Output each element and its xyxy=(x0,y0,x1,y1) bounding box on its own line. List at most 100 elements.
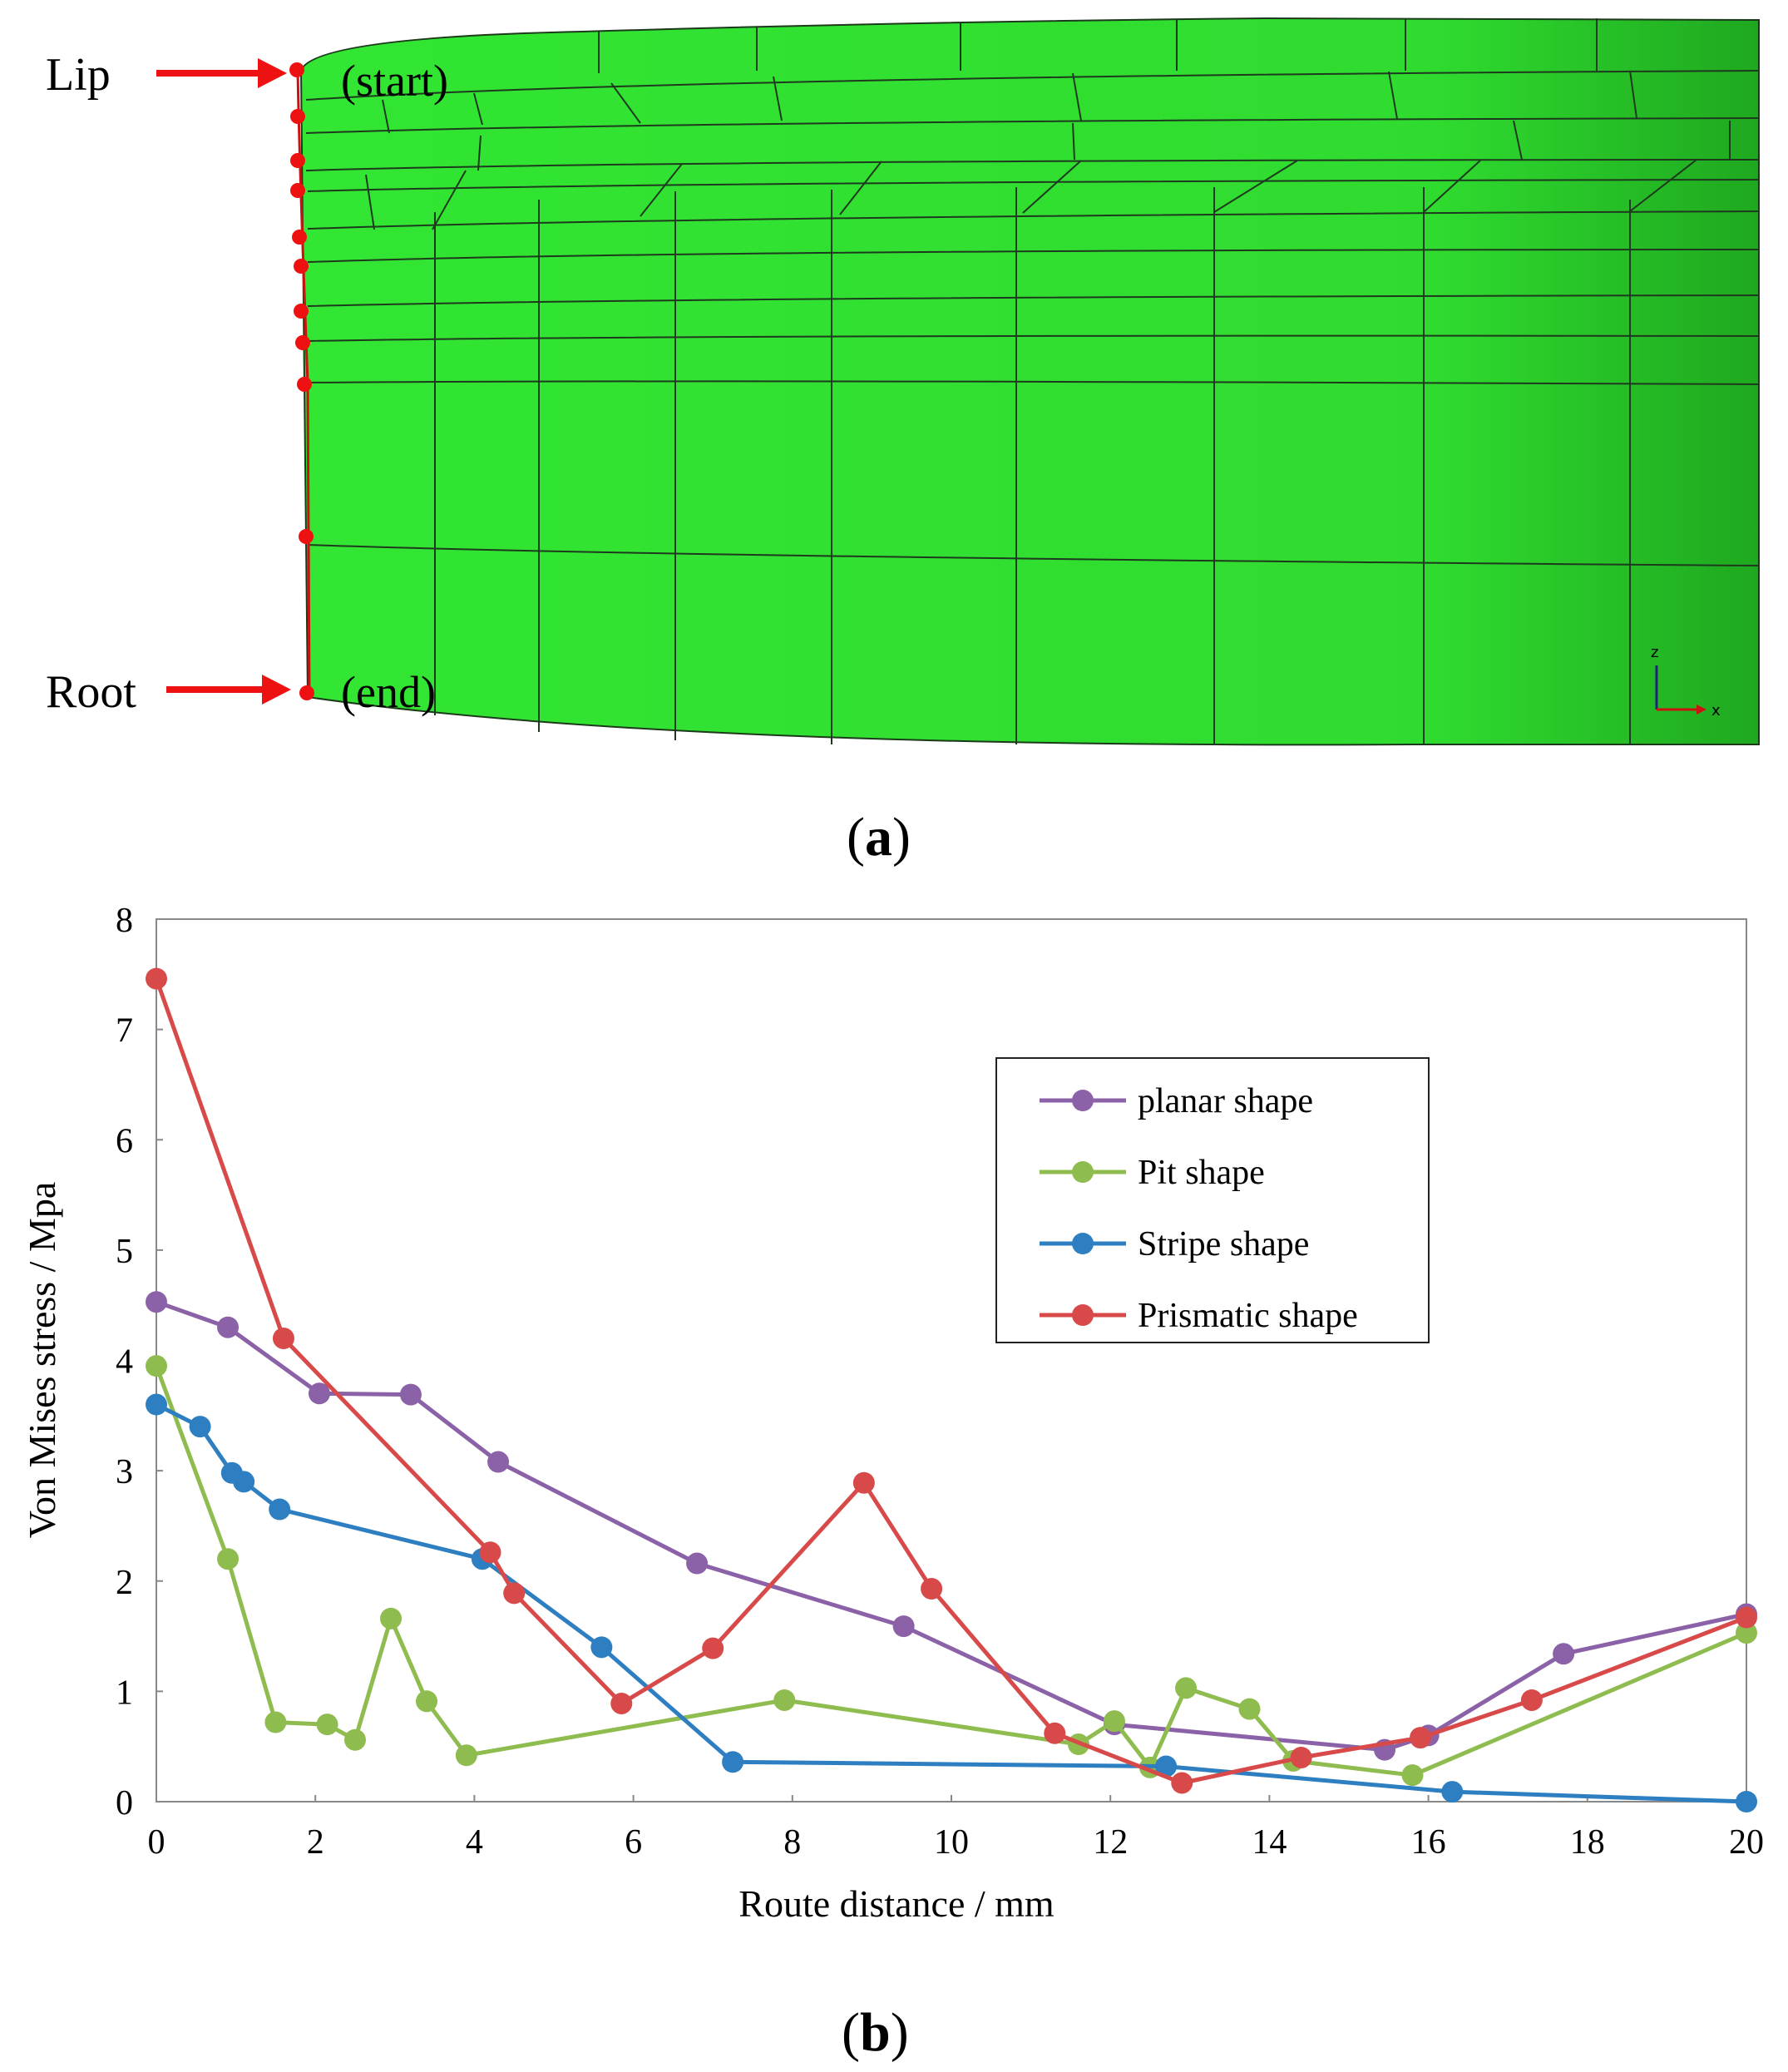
data-point xyxy=(146,967,167,990)
x-tick-label: 4 xyxy=(466,1823,483,1862)
data-point xyxy=(1520,1689,1543,1711)
data-point xyxy=(308,1382,330,1405)
data-point xyxy=(146,1291,167,1313)
fe-model-panel: Lip Root (start) (end) z x xyxy=(46,17,1760,746)
data-point xyxy=(702,1637,724,1659)
x-tick-label: 14 xyxy=(1252,1823,1287,1862)
x-tick-label: 2 xyxy=(307,1823,324,1862)
data-point xyxy=(1175,1677,1198,1699)
legend-item: Stripe shape xyxy=(1040,1225,1309,1263)
series-stripe-shape xyxy=(146,1393,1757,1812)
legend: planar shape Pit shape Stripe shape Prismat… xyxy=(995,1057,1430,1343)
legend-label: Stripe shape xyxy=(1138,1225,1309,1263)
x-tick-label: 0 xyxy=(148,1823,165,1862)
data-point xyxy=(189,1416,211,1438)
data-point xyxy=(773,1689,796,1711)
x-tick-label: 6 xyxy=(625,1823,642,1862)
legend-item: Prismatic shape xyxy=(1040,1297,1358,1335)
data-point xyxy=(686,1552,709,1575)
data-point xyxy=(272,1327,294,1349)
lip-arrow xyxy=(156,58,287,88)
y-tick-label: 8 xyxy=(116,902,133,940)
series-planar-shape xyxy=(146,1291,1757,1761)
y-axis-label: Von Mises stress / Mpa xyxy=(21,1182,63,1539)
data-point xyxy=(1238,1698,1261,1720)
legend-label: Prismatic shape xyxy=(1138,1297,1358,1335)
data-point xyxy=(1044,1722,1066,1744)
x-tick-label: 20 xyxy=(1729,1823,1764,1862)
legend-box xyxy=(995,1057,1430,1343)
series-layer xyxy=(146,967,1757,1812)
axis-triad: z x xyxy=(1651,644,1721,720)
route-marker xyxy=(294,259,309,274)
data-point xyxy=(344,1728,366,1751)
route-marker xyxy=(290,183,305,198)
route-marker xyxy=(292,230,307,245)
series-line xyxy=(155,1402,1747,1804)
mesh-body xyxy=(299,17,1760,746)
y-tick-label: 1 xyxy=(116,1674,133,1712)
route-marker xyxy=(289,62,304,77)
series-line xyxy=(154,977,1747,1785)
y-tick-label: 4 xyxy=(116,1343,133,1382)
data-point xyxy=(610,1692,633,1714)
x-tick-label: 16 xyxy=(1411,1823,1446,1862)
data-point xyxy=(1736,1606,1757,1629)
data-point xyxy=(852,1471,875,1494)
data-point xyxy=(217,1548,240,1570)
route-marker xyxy=(290,153,305,168)
plot-frame xyxy=(156,918,1747,1802)
data-point xyxy=(233,1471,255,1493)
route-marker xyxy=(297,377,312,392)
x-tick-label: 18 xyxy=(1570,1823,1605,1862)
x-tick-label: 8 xyxy=(783,1823,801,1862)
data-point xyxy=(1553,1643,1575,1665)
y-tick-label: 5 xyxy=(116,1233,133,1271)
series-prismatic-shape xyxy=(146,967,1757,1794)
end-label: (end) xyxy=(341,667,436,717)
data-point xyxy=(590,1636,613,1659)
legend-item: planar shape xyxy=(1040,1082,1313,1120)
x-tick-label: 10 xyxy=(934,1823,969,1862)
legend-swatch-marker xyxy=(1072,1090,1094,1111)
root-arrow xyxy=(166,675,291,705)
data-point xyxy=(1401,1764,1424,1787)
data-point xyxy=(503,1582,526,1605)
axis-z-label: z xyxy=(1651,644,1658,661)
legend-label: Pit shape xyxy=(1138,1154,1265,1192)
x-axis-label: Route distance / mm xyxy=(738,1882,1055,1925)
route-marker xyxy=(294,304,309,319)
start-label: (start) xyxy=(341,56,448,106)
legend-item: Pit shape xyxy=(1040,1154,1265,1192)
route-marker xyxy=(299,529,314,544)
data-point xyxy=(722,1751,744,1773)
data-point xyxy=(146,1393,167,1416)
data-point xyxy=(455,1744,477,1767)
route-marker xyxy=(295,335,310,350)
series-line xyxy=(156,1299,1747,1753)
data-point xyxy=(1103,1710,1125,1733)
data-point xyxy=(1410,1727,1432,1749)
route-marker xyxy=(299,685,314,700)
panel-a-label: (a) xyxy=(847,807,911,868)
route-marker xyxy=(290,109,305,124)
data-point xyxy=(1736,1791,1757,1812)
mesh-vertical-lines xyxy=(365,18,1731,744)
legend-swatch-marker xyxy=(1072,1233,1094,1254)
data-point xyxy=(269,1498,291,1521)
panel-b-label: (b) xyxy=(842,2002,909,2063)
axis-x-label: x xyxy=(1711,702,1721,720)
y-tick-label: 2 xyxy=(116,1564,133,1602)
data-point xyxy=(892,1615,915,1638)
route-markers xyxy=(289,62,314,700)
legend-swatch-marker xyxy=(1072,1304,1094,1326)
data-point xyxy=(217,1316,240,1338)
data-point xyxy=(146,1355,167,1377)
y-tick-label: 0 xyxy=(116,1784,133,1822)
series-pit-shape xyxy=(146,1355,1757,1787)
data-point xyxy=(316,1713,338,1736)
root-label: Root xyxy=(46,666,136,718)
